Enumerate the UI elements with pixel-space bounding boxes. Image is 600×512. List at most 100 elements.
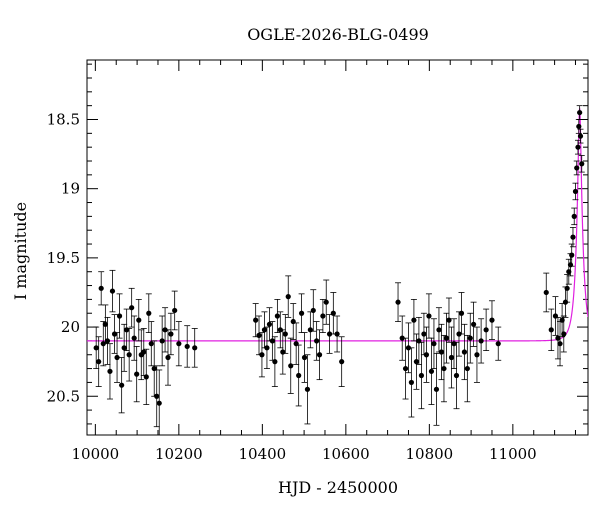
data-point-marker [134, 371, 140, 377]
data-point-105 [560, 315, 567, 353]
data-point-marker [290, 318, 296, 325]
data-point-26 [156, 369, 163, 435]
data-point-marker [416, 338, 422, 344]
data-point-marker [266, 321, 273, 327]
data-point-marker [269, 338, 275, 344]
data-point-39 [263, 326, 270, 369]
data-point-marker [411, 317, 417, 323]
data-point-2 [98, 271, 105, 306]
data-point-107 [564, 274, 571, 303]
data-point-85 [448, 326, 455, 389]
data-point-8 [111, 314, 118, 354]
data-point-marker [436, 327, 442, 333]
data-point-98 [495, 326, 502, 361]
data-point-111 [569, 227, 576, 248]
data-point-marker [131, 335, 137, 341]
data-point-7 [109, 269, 116, 313]
x-tick-label: 10400 [238, 445, 286, 463]
x-tick-label: 10600 [322, 445, 370, 463]
data-point-100 [548, 308, 555, 351]
data-point-marker [326, 331, 333, 337]
data-point-marker [489, 317, 495, 323]
data-point-marker [570, 234, 576, 240]
data-point-marker [495, 341, 501, 347]
data-point-49 [290, 303, 297, 340]
data-point-11 [118, 357, 125, 414]
data-point-marker [421, 331, 427, 337]
data-point-21 [143, 348, 150, 405]
data-point-marker [176, 341, 182, 347]
data-point-marker [571, 213, 577, 219]
data-point-marker [259, 352, 265, 358]
data-point-9 [114, 332, 121, 383]
data-point-marker [93, 345, 99, 351]
data-point-marker [109, 288, 116, 294]
data-point-5 [104, 316, 111, 365]
data-point-110 [568, 243, 575, 267]
data-point-12 [121, 323, 128, 372]
data-point-42 [271, 336, 278, 387]
data-point-marker [143, 374, 149, 380]
data-point-78 [430, 318, 437, 369]
data-point-53 [301, 332, 308, 383]
data-point-69 [408, 347, 415, 418]
data-point-marker [418, 372, 425, 379]
data-point-marker [443, 335, 450, 341]
data-point-118 [577, 128, 584, 144]
data-point-1 [95, 336, 102, 387]
data-point-29 [164, 329, 171, 386]
data-point-50 [293, 322, 300, 365]
data-point-marker [426, 313, 432, 319]
data-point-54 [304, 354, 311, 425]
data-point-82 [440, 334, 447, 403]
data-point-47 [285, 275, 292, 318]
data-layer [87, 105, 588, 435]
data-point-marker [413, 359, 420, 365]
data-point-90 [461, 323, 468, 381]
data-point-marker [136, 317, 142, 323]
data-point-57 [313, 321, 320, 361]
data-point-marker [483, 327, 489, 333]
data-point-marker [446, 317, 452, 323]
data-point-marker [264, 345, 270, 351]
plot-area: 10000 10200 10400 10600 10800 11000 18.5 19 19.5… [47, 59, 589, 463]
data-point-70 [410, 298, 417, 342]
data-point-marker [569, 252, 575, 258]
data-point-marker [402, 365, 409, 372]
data-point-96 [483, 308, 490, 351]
plot-frame [86, 59, 589, 436]
data-point-marker [399, 335, 405, 341]
data-point-marker [280, 349, 286, 355]
data-point-87 [453, 341, 460, 410]
chart-title: OGLE-2026-BLG-0499 [247, 25, 429, 44]
data-point-86 [450, 318, 457, 369]
data-point-marker [114, 354, 120, 361]
data-point-marker [464, 365, 470, 372]
data-point-marker [116, 313, 123, 319]
data-point-marker [334, 331, 340, 337]
data-point-marker [458, 310, 465, 316]
data-point-marker [124, 327, 130, 333]
data-point-117 [576, 105, 583, 120]
y-axis-title: I magnitude [11, 202, 30, 300]
data-point-35 [252, 303, 259, 338]
data-point-marker [274, 313, 280, 319]
data-point-55 [307, 311, 314, 349]
data-point-marker [104, 338, 111, 344]
data-point-marker [543, 289, 549, 296]
data-point-31 [171, 290, 178, 331]
data-point-marker [408, 379, 414, 386]
data-point-marker [461, 349, 468, 355]
data-point-112 [571, 207, 578, 226]
data-point-marker [293, 341, 299, 347]
data-point-56 [310, 289, 317, 332]
data-point-marker [441, 365, 447, 372]
x-tick-label: 10000 [71, 445, 119, 463]
data-point-43 [274, 298, 281, 334]
data-point-marker [316, 352, 323, 358]
data-point-4 [102, 304, 109, 345]
data-point-10 [116, 293, 123, 339]
data-point-76 [425, 293, 432, 339]
data-point-41 [269, 321, 276, 361]
